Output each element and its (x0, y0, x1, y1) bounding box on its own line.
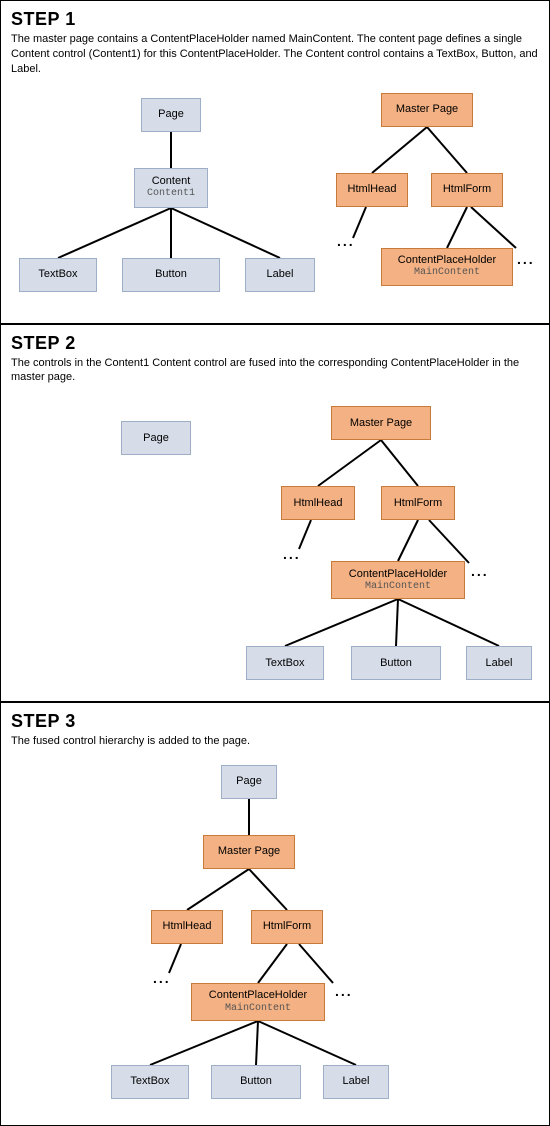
node-s1_page: Page (141, 98, 201, 132)
node-s1_lbl: Label (245, 258, 315, 292)
step1-canvas: Page ContentContent1 TextBox Button Label Mas… (11, 83, 539, 313)
node-s2_hh: HtmlHead (281, 486, 355, 520)
step1-title: STEP 1 (11, 9, 539, 30)
node-s1_tb: TextBox (19, 258, 97, 292)
node-s2_btn: Button (351, 646, 441, 680)
node-label: Page (143, 432, 169, 445)
node-label: TextBox (38, 268, 77, 281)
node-s2_hf: HtmlForm (381, 486, 455, 520)
node-s1_cph: ContentPlaceHolderMainContent (381, 248, 513, 286)
node-s2_lbl: Label (466, 646, 532, 680)
step2-panel: STEP 2 The controls in the Content1 Cont… (0, 324, 550, 703)
node-sublabel: MainContent (414, 267, 480, 279)
node-label: HtmlForm (394, 497, 442, 510)
node-label: HtmlForm (263, 920, 311, 933)
ellipsis: ... (337, 233, 355, 249)
node-label: ContentPlaceHolder (209, 989, 307, 1002)
node-s3_page: Page (221, 765, 277, 799)
node-sublabel: Content1 (147, 188, 195, 200)
node-label: Button (155, 268, 187, 281)
step3-canvas: Page Master Page HtmlHead HtmlForm ContentPl… (11, 755, 539, 1115)
node-s2_mp: Master Page (331, 406, 431, 440)
node-label: Page (236, 775, 262, 788)
ellipsis: ... (335, 983, 353, 999)
node-s2_tb: TextBox (246, 646, 324, 680)
node-label: Page (158, 108, 184, 121)
node-label: Button (240, 1075, 272, 1088)
node-label: TextBox (130, 1075, 169, 1088)
node-s2_page: Page (121, 421, 191, 455)
node-sublabel: MainContent (225, 1003, 291, 1015)
node-s3_mp: Master Page (203, 835, 295, 869)
step3-title: STEP 3 (11, 711, 539, 732)
node-label: HtmlHead (294, 497, 343, 510)
node-s3_btn: Button (211, 1065, 301, 1099)
node-label: TextBox (265, 657, 304, 670)
node-label: HtmlHead (163, 920, 212, 933)
step1-panel: STEP 1 The master page contains a Conten… (0, 0, 550, 324)
ellipsis: ... (471, 563, 489, 579)
node-label: Master Page (350, 417, 412, 430)
node-s3_cph: ContentPlaceHolderMainContent (191, 983, 325, 1021)
node-label: Label (267, 268, 294, 281)
node-s1_hh: HtmlHead (336, 173, 408, 207)
node-s1_content: ContentContent1 (134, 168, 208, 208)
node-label: Master Page (218, 845, 280, 858)
node-sublabel: MainContent (365, 581, 431, 593)
node-s3_tb: TextBox (111, 1065, 189, 1099)
node-s3_hf: HtmlForm (251, 910, 323, 944)
step3-panel: STEP 3 The fused control hierarchy is ad… (0, 702, 550, 1126)
node-label: Button (380, 657, 412, 670)
node-label: ContentPlaceHolder (398, 254, 496, 267)
node-label: HtmlHead (348, 183, 397, 196)
node-s3_hh: HtmlHead (151, 910, 223, 944)
node-s1_hf: HtmlForm (431, 173, 503, 207)
node-label: Master Page (396, 103, 458, 116)
ellipsis: ... (283, 546, 301, 562)
node-label: ContentPlaceHolder (349, 568, 447, 581)
node-s1_mp: Master Page (381, 93, 473, 127)
node-s3_lbl: Label (323, 1065, 389, 1099)
node-s2_cph: ContentPlaceHolderMainContent (331, 561, 465, 599)
ellipsis: ... (153, 970, 171, 986)
step2-canvas: Page Master Page HtmlHead HtmlForm ContentPl… (11, 391, 539, 691)
node-s1_btn: Button (122, 258, 220, 292)
node-label: Label (486, 657, 513, 670)
step2-title: STEP 2 (11, 333, 539, 354)
ellipsis: ... (517, 251, 535, 267)
node-label: Content (152, 175, 191, 188)
node-label: Label (343, 1075, 370, 1088)
step3-desc: The fused control hierarchy is added to … (11, 734, 539, 749)
node-label: HtmlForm (443, 183, 491, 196)
step1-desc: The master page contains a ContentPlaceH… (11, 32, 539, 77)
step2-desc: The controls in the Content1 Content con… (11, 356, 539, 386)
